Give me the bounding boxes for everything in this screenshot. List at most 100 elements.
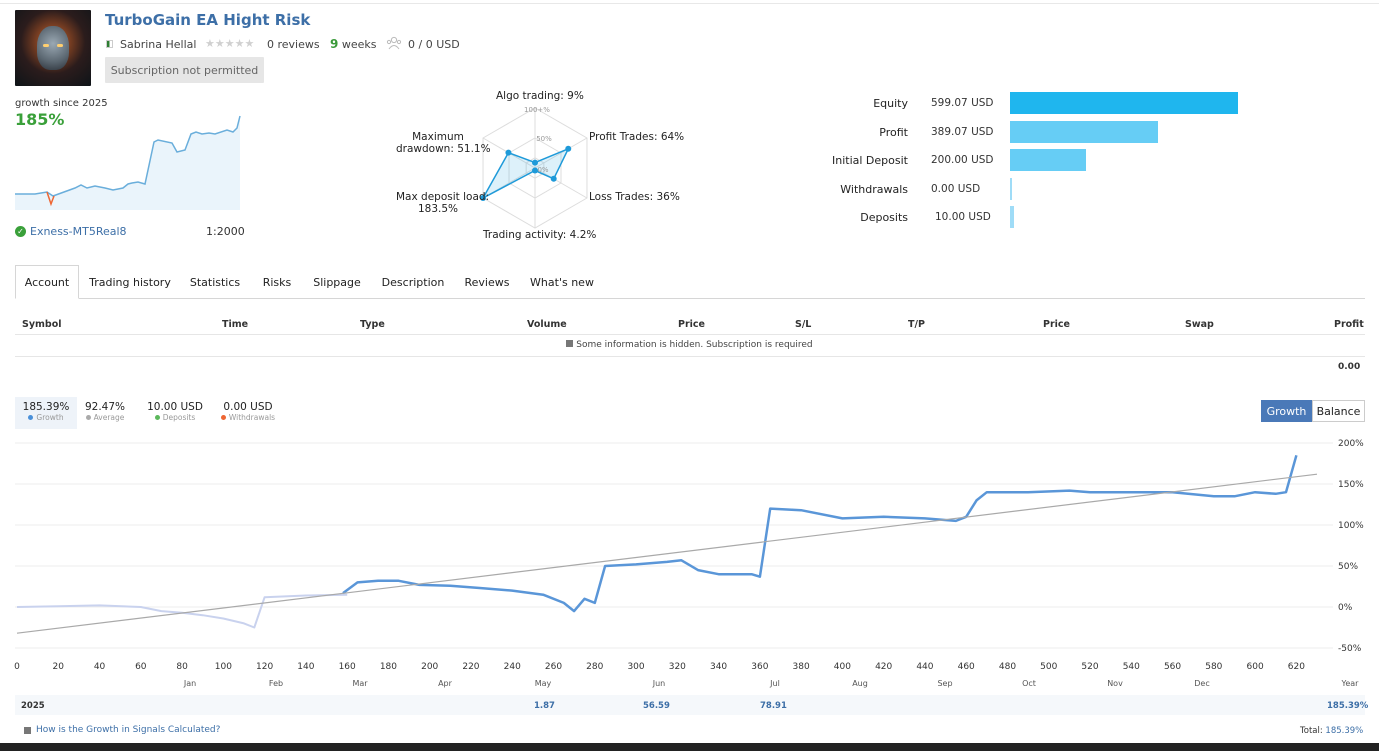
bar-value-3: 0.00 USD (931, 182, 981, 195)
tab-risks[interactable]: Risks (262, 275, 292, 289)
total-profit: 0.00 (1338, 362, 1361, 372)
top-divider (0, 3, 1379, 4)
radar-point-1 (565, 145, 572, 152)
hidden-info-message: Some information is hidden. Subscription… (0, 340, 1379, 350)
month-label: Dec (1194, 679, 1209, 688)
col-tp: T/P (908, 319, 925, 330)
bar-value-4: 10.00 USD (935, 211, 991, 223)
bar-4 (1010, 206, 1014, 228)
x-tick-label: 480 (999, 662, 1016, 672)
tab-description[interactable]: Description (381, 275, 445, 289)
bar-label-4: Deposits (860, 211, 908, 224)
growth-dot-icon (28, 415, 34, 420)
kpi-growth[interactable]: 185.39% Growth (15, 397, 77, 429)
kpi-average-value: 92.47% (84, 401, 126, 413)
tab-whats-new[interactable]: What's new (530, 275, 594, 289)
x-tick-label: 220 (462, 662, 479, 672)
weeks-info: 9 weeks (330, 37, 377, 51)
author-name[interactable]: Sabrina Hellal (120, 38, 197, 51)
radar-point-2 (550, 175, 557, 182)
month-label: May (535, 679, 552, 688)
kpi-withdrawals-value: 0.00 USD (223, 401, 273, 413)
col-sl: S/L (795, 319, 812, 330)
broker-server[interactable]: ✓ Exness-MT5Real8 (15, 225, 127, 238)
x-tick-label: 140 (297, 662, 314, 672)
radar-point-4 (480, 195, 487, 201)
growth-since-label: growth since 2025 (15, 98, 108, 109)
tab-statistics[interactable]: Statistics (189, 275, 241, 289)
radar-algo-label: Algo trading: 9% (496, 90, 584, 102)
tab-bar: Account Trading history Statistics Risks… (15, 265, 1365, 299)
kpi-average[interactable]: 92.47% Average (80, 397, 130, 429)
radar-activity-label: Trading activity: 4.2% (483, 229, 597, 241)
tab-slippage[interactable]: Slippage (313, 275, 361, 289)
rating-stars-icon: ★★★★★ (205, 37, 255, 50)
radar-scale-0: 0% (537, 166, 549, 174)
year-total-value: 185.39% (1327, 701, 1369, 711)
withdrawals-dot-icon (220, 415, 226, 420)
x-tick-label: 200 (421, 662, 438, 672)
x-tick-label: 280 (586, 662, 603, 672)
reviews-count[interactable]: 0 reviews (267, 38, 320, 51)
kpi-withdrawals[interactable]: 0.00 USD Withdrawals (216, 397, 280, 429)
radar-drawdown-label: Maximum drawdown: 51.1% (396, 131, 491, 155)
series-line-0 (16, 593, 348, 629)
tab-reviews[interactable]: Reviews (464, 275, 510, 289)
growth-calculation-text[interactable]: How is the Growth in Signals Calculated? (36, 725, 221, 735)
country-flag-icon (106, 40, 113, 48)
x-tick-label: 540 (1123, 662, 1140, 672)
total-value: 185.39% (1325, 726, 1364, 736)
month-label: Aug (852, 679, 868, 688)
x-tick-label: 100 (215, 662, 232, 672)
signal-title[interactable]: TurboGain EA Hight Risk (105, 11, 311, 29)
month-label: Year (1341, 679, 1360, 688)
weeks-label: weeks (341, 38, 377, 51)
col-time: Time (222, 319, 249, 330)
kpi-deposits[interactable]: 10.00 USD Deposits (146, 397, 204, 429)
growth-toggle-button[interactable]: Growth (1261, 400, 1312, 422)
radar-profit-trades-label: Profit Trades: 64% (589, 131, 685, 143)
x-tick-label: 320 (669, 662, 686, 672)
radar-loss-trades-label: Loss Trades: 36% (589, 191, 680, 203)
month-label: Apr (438, 679, 453, 688)
broker-name[interactable]: Exness-MT5Real8 (30, 225, 127, 238)
kpi-growth-value: 185.39% (22, 401, 70, 413)
x-tick-label: 520 (1081, 662, 1098, 672)
radar-point-3 (532, 167, 538, 174)
os-taskbar (0, 743, 1379, 751)
x-tick-label: 620 (1288, 662, 1305, 672)
author-avatar[interactable] (15, 10, 91, 86)
series-line-1 (342, 454, 1298, 613)
x-tick-label: 360 (751, 662, 768, 672)
col-price-2: Price (1043, 319, 1070, 330)
growth-calculation-link[interactable]: How is the Growth in Signals Calculated? (24, 725, 220, 735)
month-label: Sep (937, 679, 952, 688)
balance-toggle-button[interactable]: Balance (1312, 400, 1365, 422)
y-tick-label: -50% (1338, 644, 1362, 654)
jul-value: 78.91 (760, 701, 787, 711)
bar-0 (1010, 92, 1238, 114)
x-tick-label: 160 (339, 662, 356, 672)
x-tick-label: 500 (1040, 662, 1057, 672)
average-dot-icon (85, 415, 91, 420)
col-swap: Swap (1185, 319, 1214, 330)
tab-account[interactable]: Account (15, 265, 79, 299)
x-tick-label: 180 (380, 662, 397, 672)
total-growth: Total: 185.39% (1300, 726, 1363, 736)
table-body-divider (15, 356, 1365, 357)
month-label: Jan (183, 679, 196, 688)
radar-point-5 (505, 149, 512, 156)
radar-chart (480, 107, 588, 229)
x-tick-label: 300 (627, 662, 644, 672)
growth-sparkline (15, 115, 241, 210)
subscription-button[interactable]: Subscription not permitted (105, 57, 264, 83)
month-label: Nov (1107, 679, 1123, 688)
tab-trading-history[interactable]: Trading history (89, 275, 171, 289)
jun-value: 56.59 (643, 701, 670, 711)
y-tick-label: 200% (1338, 439, 1364, 449)
x-tick-label: 600 (1247, 662, 1264, 672)
month-label: Jun (652, 679, 666, 688)
total-label: Total: (1300, 726, 1326, 736)
growth-value: 185% (15, 110, 65, 129)
x-tick-label: 0 (14, 662, 20, 672)
